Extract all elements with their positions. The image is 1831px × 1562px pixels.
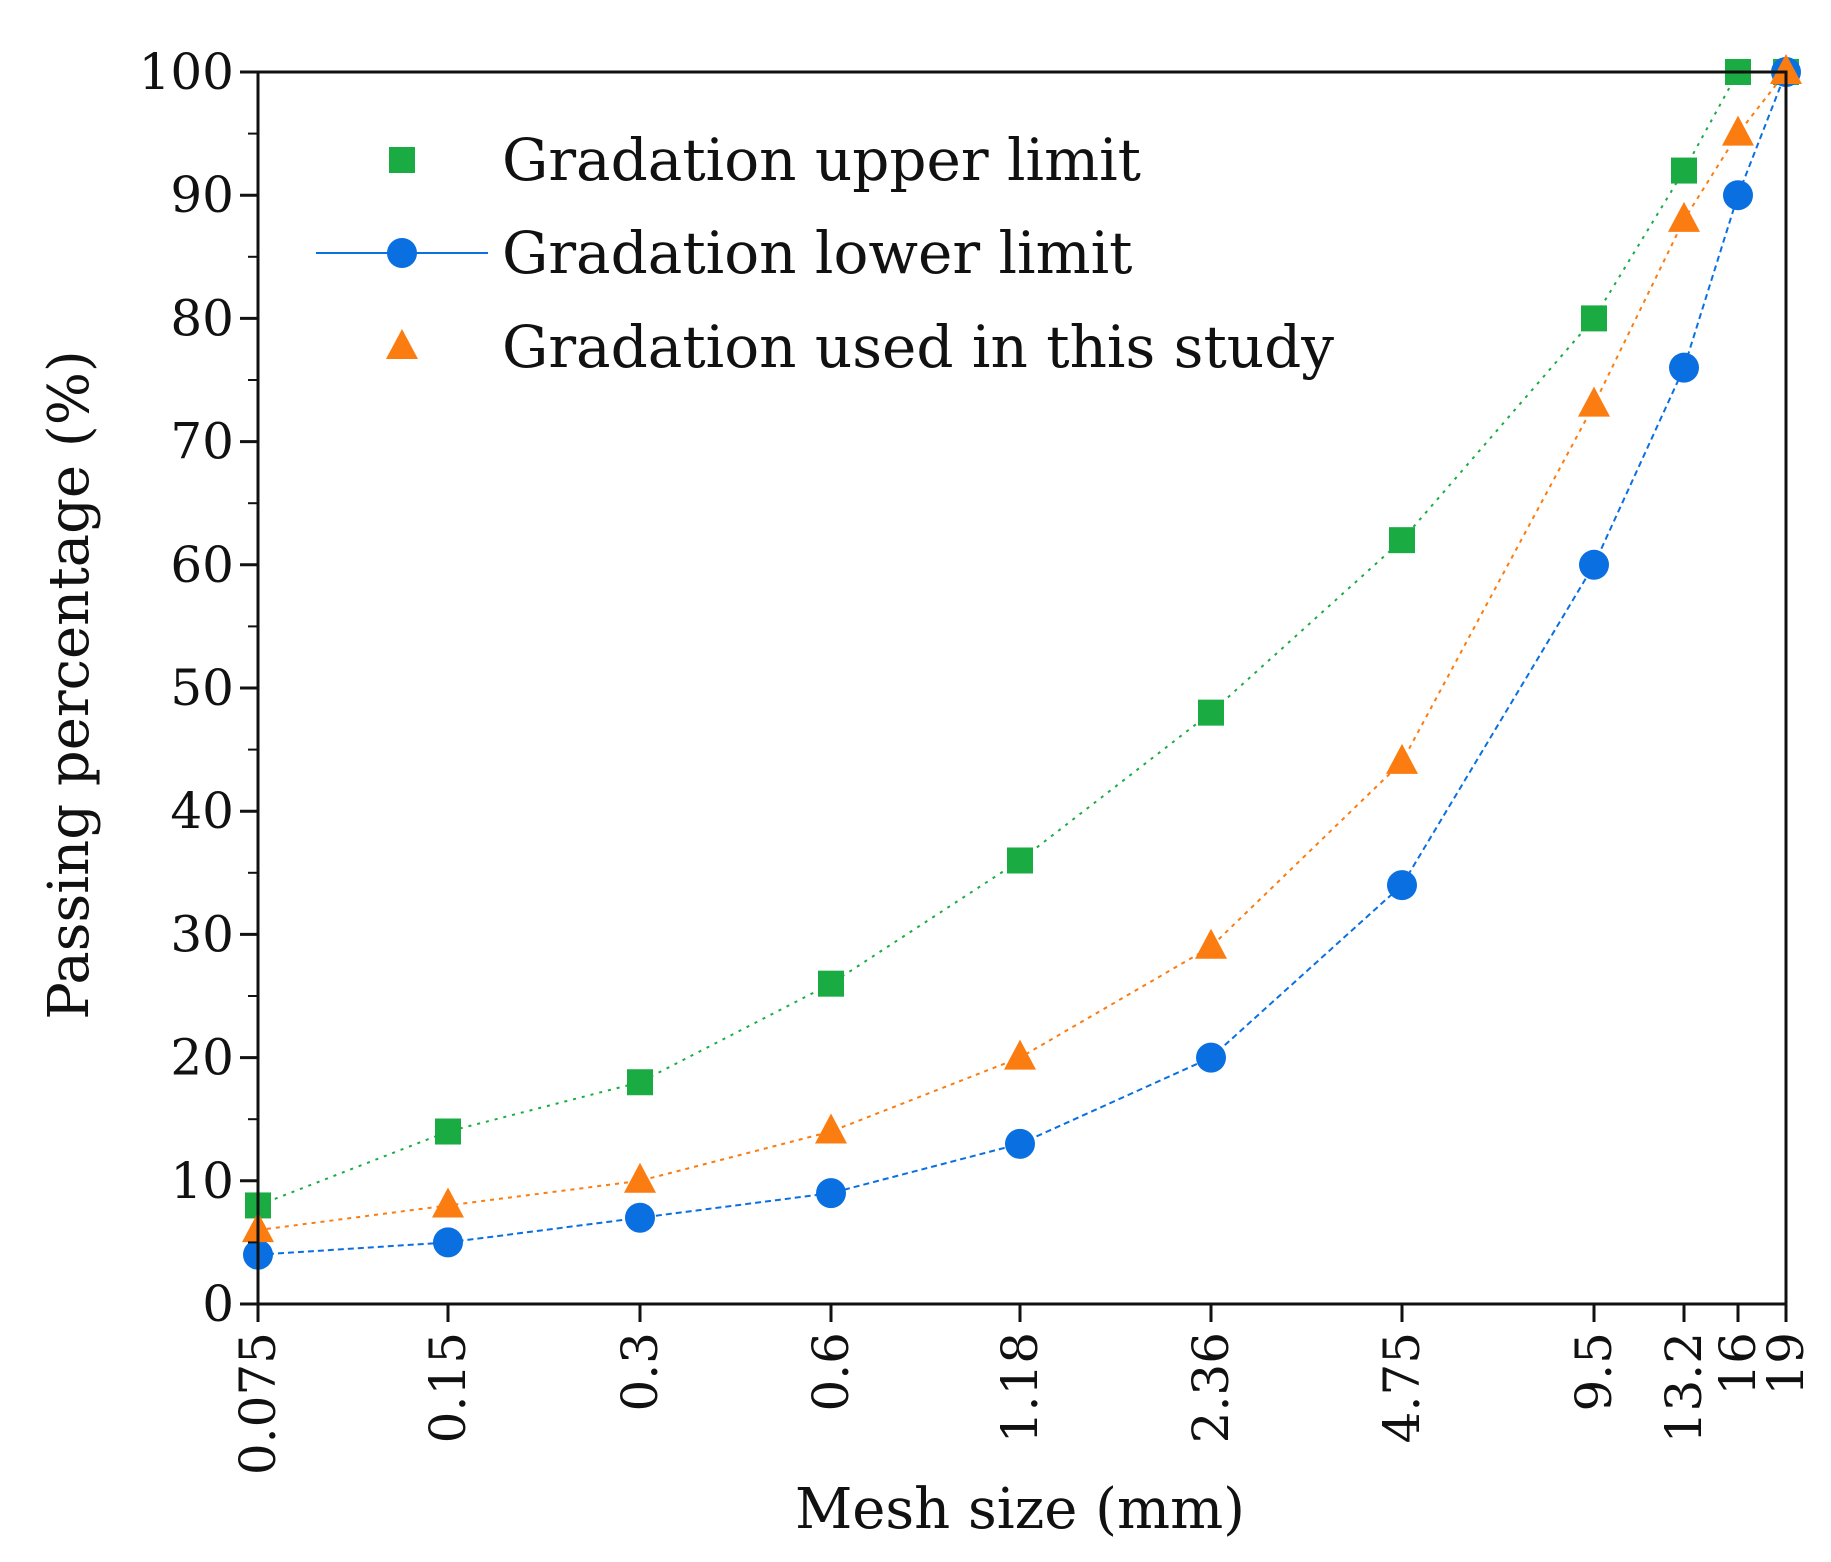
- data-point-gradation-lower-limit-2_36: [1196, 1042, 1226, 1073]
- data-point-gradation-lower-limit-1_18: [1005, 1128, 1035, 1159]
- data-point-gradation-used-in-this-study-16: [1722, 115, 1754, 146]
- x-tick-label: 0.15: [419, 1332, 477, 1443]
- data-point-gradation-lower-limit-0_6: [816, 1178, 846, 1209]
- data-point-gradation-used-in-this-study-0_6: [815, 1113, 847, 1144]
- y-tick-label: 100: [139, 43, 234, 101]
- data-point-gradation-upper-limit-13_2: [1671, 157, 1697, 184]
- legend-item-gradation-upper-limit: Gradation upper limit: [389, 126, 1141, 194]
- x-tick-label: 9.5: [1565, 1332, 1623, 1412]
- x-tick-label: 0.6: [802, 1332, 860, 1412]
- y-tick-label: 30: [170, 905, 234, 963]
- y-tick-label: 10: [170, 1152, 234, 1210]
- data-point-gradation-upper-limit-1_18: [1007, 847, 1033, 874]
- data-point-gradation-lower-limit-13_2: [1669, 352, 1699, 383]
- series-gradation-used-in-this-study: [242, 54, 1802, 1243]
- legend-label-gradation-upper-limit: Gradation upper limit: [502, 126, 1141, 194]
- axes-layer: 0 10 20 30 40 50 60 70 80 90 100 0.075 0.15 0.3 0.6 1.1…: [139, 43, 1815, 1475]
- legend-item-gradation-lower-limit: Gradation lower limit: [316, 219, 1132, 287]
- y-tick-label: 50: [170, 659, 234, 717]
- data-point-gradation-used-in-this-study-19: [1770, 54, 1802, 84]
- data-point-gradation-used-in-this-study-9_5: [1578, 386, 1610, 417]
- x-tick-label: 0.075: [229, 1332, 287, 1475]
- series-gradation-upper-limit: [245, 59, 1799, 1219]
- x-tick-label: 0.3: [611, 1332, 669, 1412]
- data-point-gradation-upper-limit-4_75: [1389, 527, 1415, 554]
- series-line-gradation-upper-limit: [257, 71, 1786, 1207]
- x-tick-label: 13.2: [1655, 1332, 1713, 1443]
- data-point-gradation-used-in-this-study-1_18: [1004, 1039, 1036, 1070]
- data-point-gradation-used-in-this-study-0_3: [624, 1162, 656, 1193]
- y-tick-label: 40: [170, 782, 234, 840]
- legend-marker-gradation-lower-limit: [387, 238, 417, 268]
- y-tick-label: 70: [170, 413, 234, 471]
- data-point-gradation-used-in-this-study-0_15: [432, 1187, 464, 1218]
- data-point-gradation-lower-limit-0_3: [625, 1202, 655, 1233]
- data-point-gradation-upper-limit-9_5: [1581, 305, 1607, 332]
- y-axis-title: Passing percentage (%): [37, 350, 102, 1020]
- data-point-gradation-lower-limit-16: [1723, 180, 1753, 211]
- y-tick-label: 60: [170, 536, 234, 594]
- data-point-gradation-used-in-this-study-2_36: [1195, 928, 1227, 959]
- x-tick-label: 2.36: [1182, 1332, 1240, 1443]
- data-point-gradation-upper-limit-0_15: [435, 1118, 461, 1145]
- data-point-gradation-upper-limit-2_36: [1198, 699, 1224, 726]
- legend: Gradation upper limit Gradation lower lim…: [316, 126, 1334, 381]
- y-tick-label: 20: [170, 1029, 234, 1087]
- y-tick-label: 80: [170, 289, 234, 347]
- x-tick-label: 4.75: [1373, 1332, 1431, 1443]
- data-point-gradation-used-in-this-study-4_75: [1386, 743, 1418, 774]
- series-line-gradation-used-in-this-study: [257, 71, 1787, 1232]
- legend-label-gradation-used-in-this-study: Gradation used in this study: [502, 313, 1334, 381]
- data-point-gradation-used-in-this-study-13_2: [1668, 201, 1700, 232]
- legend-label-gradation-lower-limit: Gradation lower limit: [502, 219, 1132, 287]
- x-tick-label: 19: [1757, 1332, 1815, 1396]
- y-tick-label: 0: [202, 1275, 234, 1333]
- x-axis-title: Mesh size (mm): [795, 1477, 1245, 1542]
- x-tick-label: 1.18: [991, 1332, 1049, 1443]
- data-point-gradation-lower-limit-9_5: [1579, 549, 1609, 580]
- series-layer: [242, 54, 1802, 1270]
- legend-marker-gradation-upper-limit: [389, 147, 415, 173]
- legend-marker-gradation-used-in-this-study: [386, 329, 418, 359]
- data-point-gradation-upper-limit-0_6: [818, 970, 844, 997]
- y-tick-label: 90: [170, 166, 234, 224]
- x-tick-label: 16: [1709, 1332, 1767, 1396]
- data-point-gradation-lower-limit-4_75: [1387, 870, 1417, 901]
- data-point-gradation-upper-limit-0_3: [627, 1069, 653, 1096]
- data-point-gradation-lower-limit-0_15: [433, 1227, 463, 1258]
- legend-item-gradation-used-in-this-study: Gradation used in this study: [386, 313, 1334, 381]
